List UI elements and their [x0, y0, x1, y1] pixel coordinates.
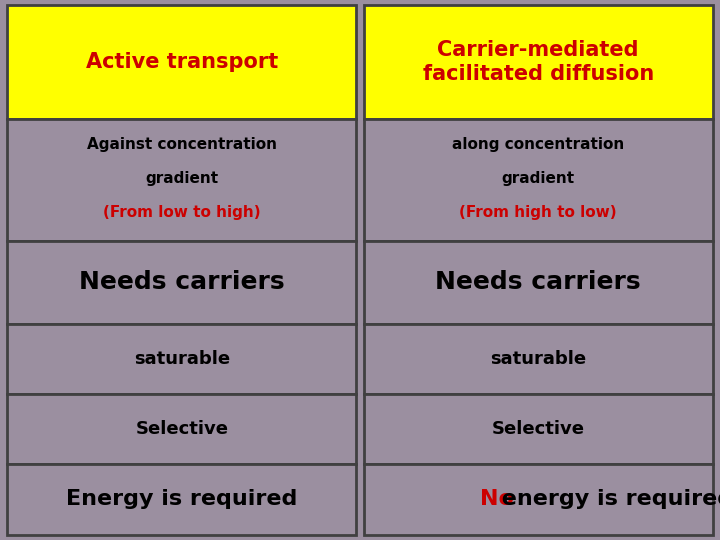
Text: gradient: gradient — [502, 171, 575, 186]
Bar — [7, 323, 356, 394]
Text: Energy is required: Energy is required — [66, 489, 297, 509]
Bar — [364, 464, 713, 535]
Bar — [7, 464, 356, 535]
Bar — [364, 323, 713, 394]
Text: gradient: gradient — [145, 171, 218, 186]
Text: saturable: saturable — [134, 350, 230, 368]
Bar — [364, 119, 713, 241]
Text: saturable: saturable — [490, 350, 586, 368]
Text: Selective: Selective — [492, 420, 585, 438]
Bar — [364, 241, 713, 323]
Text: No: No — [480, 489, 514, 509]
Bar — [7, 394, 356, 464]
Text: Needs carriers: Needs carriers — [436, 270, 641, 294]
Text: Carrier-mediated
facilitated diffusion: Carrier-mediated facilitated diffusion — [423, 40, 654, 84]
Text: Against concentration: Against concentration — [87, 137, 276, 152]
Bar — [364, 5, 713, 119]
Text: Needs carriers: Needs carriers — [79, 270, 284, 294]
Bar — [7, 241, 356, 323]
Text: energy is required: energy is required — [494, 489, 720, 509]
Text: Active transport: Active transport — [86, 52, 278, 72]
Bar — [7, 5, 356, 119]
Text: (From low to high): (From low to high) — [103, 205, 261, 220]
Text: along concentration: along concentration — [452, 137, 624, 152]
Text: (From high to low): (From high to low) — [459, 205, 617, 220]
Bar — [364, 394, 713, 464]
Text: Selective: Selective — [135, 420, 228, 438]
Bar — [7, 119, 356, 241]
